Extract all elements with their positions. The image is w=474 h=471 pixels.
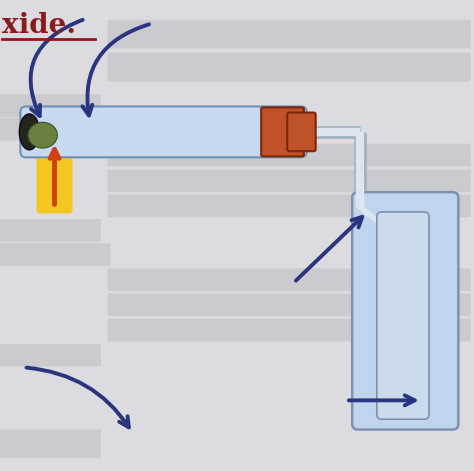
FancyBboxPatch shape — [0, 94, 101, 117]
FancyBboxPatch shape — [0, 118, 110, 140]
FancyBboxPatch shape — [352, 192, 458, 430]
FancyBboxPatch shape — [108, 268, 471, 291]
FancyBboxPatch shape — [0, 244, 110, 266]
FancyBboxPatch shape — [108, 170, 471, 192]
FancyBboxPatch shape — [20, 106, 307, 157]
FancyBboxPatch shape — [261, 107, 304, 156]
FancyBboxPatch shape — [108, 20, 471, 49]
FancyBboxPatch shape — [0, 344, 101, 366]
FancyBboxPatch shape — [0, 219, 101, 242]
FancyBboxPatch shape — [36, 133, 73, 213]
FancyBboxPatch shape — [108, 319, 471, 341]
FancyBboxPatch shape — [108, 144, 471, 166]
FancyBboxPatch shape — [108, 53, 471, 81]
Ellipse shape — [19, 114, 39, 150]
FancyBboxPatch shape — [0, 430, 101, 458]
Ellipse shape — [28, 122, 57, 148]
Text: xide.: xide. — [2, 12, 76, 39]
FancyBboxPatch shape — [287, 113, 316, 151]
FancyBboxPatch shape — [108, 195, 471, 217]
FancyBboxPatch shape — [108, 293, 471, 316]
FancyBboxPatch shape — [377, 212, 429, 419]
